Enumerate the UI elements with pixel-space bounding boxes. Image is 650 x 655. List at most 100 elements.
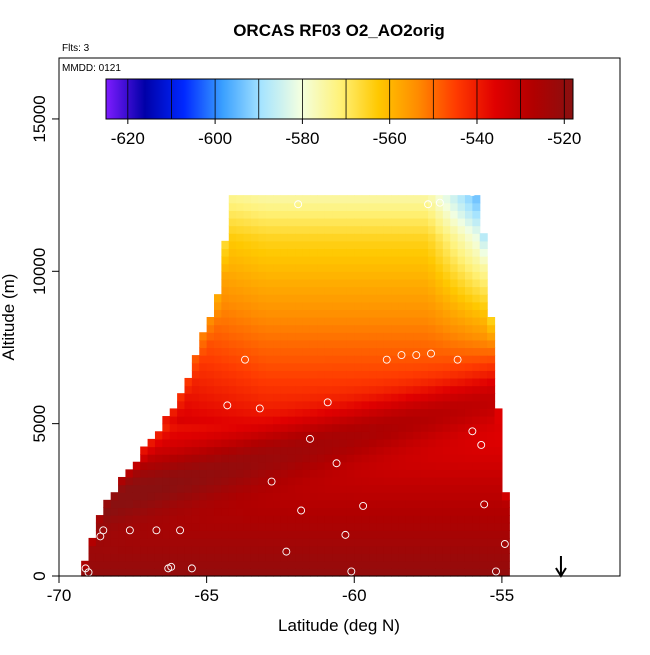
heatmap-cell: [354, 225, 363, 234]
heatmap-cell: [332, 271, 341, 280]
heatmap-cell: [206, 408, 215, 417]
heatmap-cell: [295, 362, 304, 371]
heatmap-cell: [280, 317, 289, 326]
heatmap-cell: [472, 438, 481, 448]
heatmap-cell: [457, 286, 466, 295]
heatmap-cell: [398, 446, 407, 455]
heatmap-cell: [457, 339, 466, 349]
heatmap-cell: [295, 309, 304, 318]
heatmap-cell: [420, 515, 429, 524]
heatmap-cell: [376, 332, 385, 341]
heatmap-cell: [287, 347, 296, 356]
heatmap-cell: [464, 271, 473, 280]
heatmap-cell: [332, 446, 341, 455]
heatmap-cell: [265, 240, 274, 250]
heatmap-cell: [361, 507, 370, 516]
heatmap-cell: [487, 537, 496, 547]
heatmap-cell: [413, 309, 422, 318]
heatmap-cell: [206, 469, 215, 478]
heatmap-cell: [361, 263, 370, 272]
heatmap-cell: [236, 385, 245, 394]
heatmap-cell: [413, 355, 422, 364]
heatmap-cell: [413, 492, 422, 501]
heatmap-cell: [110, 568, 119, 577]
heatmap-cell: [265, 317, 274, 326]
heatmap-cell: [479, 522, 488, 531]
heatmap-cell: [309, 438, 318, 448]
heatmap-cell: [191, 446, 200, 455]
heatmap-cell: [428, 553, 437, 562]
heatmap-cell: [464, 240, 473, 250]
heatmap-cell: [398, 537, 407, 547]
heatmap-cell: [398, 317, 407, 326]
heatmap-cell: [273, 431, 282, 440]
heatmap-cell: [265, 537, 274, 547]
heatmap-cell: [280, 240, 289, 250]
heatmap-cell: [376, 240, 385, 250]
heatmap-cell: [228, 317, 237, 326]
heatmap-cell: [250, 393, 259, 402]
heatmap-cell: [317, 537, 326, 547]
heatmap-cell: [354, 438, 363, 448]
heatmap-cell: [354, 362, 363, 371]
heatmap-cell: [184, 438, 193, 448]
heatmap-cell: [250, 461, 259, 470]
heatmap-cell: [346, 416, 355, 425]
heatmap-cell: [199, 385, 208, 394]
heatmap-cell: [273, 446, 282, 455]
heatmap-cell: [206, 545, 215, 554]
heatmap-cell: [354, 545, 363, 554]
heatmap-cell: [420, 545, 429, 554]
heatmap-cell: [346, 400, 355, 410]
heatmap-cell: [479, 484, 488, 493]
sample-point: [382, 355, 391, 364]
heatmap-cell: [221, 332, 230, 341]
heatmap-cell: [442, 393, 451, 402]
heatmap-cell: [398, 515, 407, 524]
heatmap-cell: [302, 507, 311, 516]
heatmap-cell: [420, 263, 429, 272]
heatmap-cell: [324, 507, 333, 516]
heatmap-cell: [236, 446, 245, 455]
heatmap-cell: [457, 332, 466, 341]
heatmap-cell: [398, 210, 407, 219]
heatmap-cell: [140, 461, 149, 470]
heatmap-cell: [479, 438, 488, 448]
heatmap-cell: [354, 568, 363, 577]
heatmap-cell: [420, 324, 429, 333]
heatmap-cell: [405, 370, 414, 379]
heatmap-cell: [258, 530, 267, 539]
heatmap-cell: [295, 377, 304, 387]
heatmap-cell: [435, 568, 444, 577]
heatmap-cell: [450, 461, 459, 470]
heatmap-cell: [265, 530, 274, 539]
heatmap-cell: [457, 568, 466, 577]
heatmap-cell: [184, 568, 193, 577]
sample-point: [359, 501, 368, 510]
heatmap-cell: [184, 545, 193, 554]
heatmap-cell: [295, 499, 304, 509]
heatmap-cell: [154, 476, 163, 486]
heatmap-cell: [236, 286, 245, 295]
heatmap-cell: [317, 263, 326, 272]
heatmap-cell: [405, 294, 414, 303]
heatmap-cell: [457, 225, 466, 234]
heatmap-cell: [332, 545, 341, 554]
heatmap-cell: [435, 317, 444, 326]
heatmap-cell: [413, 553, 422, 562]
heatmap-cell: [118, 476, 127, 486]
heatmap-cell: [435, 248, 444, 257]
heatmap-cell: [428, 545, 437, 554]
heatmap-cell: [339, 499, 348, 509]
heatmap-cell: [258, 408, 267, 417]
heatmap-cell: [369, 423, 378, 432]
heatmap-cell: [236, 431, 245, 440]
heatmap-cell: [309, 332, 318, 341]
heatmap-cell: [184, 476, 193, 486]
heatmap-cell: [177, 454, 186, 463]
heatmap-cell: [287, 537, 296, 547]
heatmap-cell: [302, 271, 311, 280]
heatmap-cell: [472, 377, 481, 387]
heatmap-cell: [494, 469, 503, 478]
heatmap-cell: [265, 339, 274, 349]
